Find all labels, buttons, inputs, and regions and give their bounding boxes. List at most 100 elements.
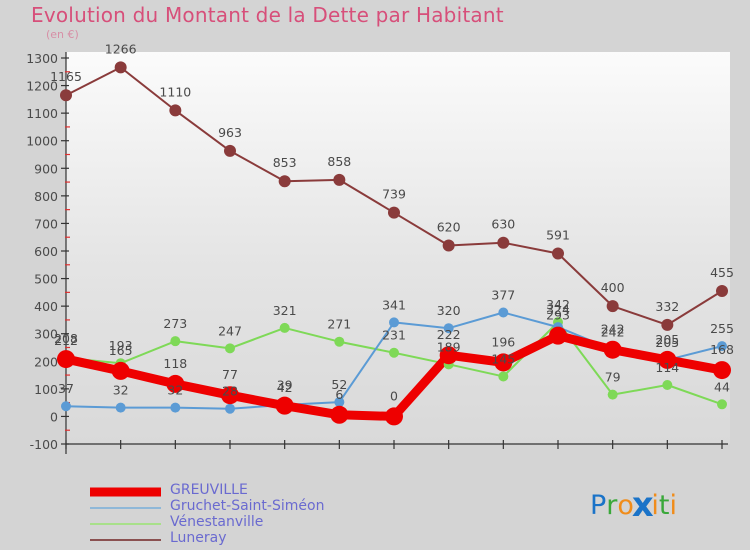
data-point-marker[interactable] [443, 323, 454, 334]
logo-letter-r: r [606, 490, 618, 521]
data-point-value-label: 32 [167, 383, 183, 398]
data-point-value-label: 400 [601, 280, 625, 295]
chart-plot-area: -100 0 100 200 300 400 500 600 700 800 900 1000 1100… [0, 44, 750, 454]
data-point-value-label: 377 [491, 287, 515, 302]
data-point-value-label: 320 [437, 303, 461, 318]
x-axis-tick-label: 2011 [651, 452, 683, 454]
data-point-marker[interactable] [170, 402, 181, 413]
data-point-marker[interactable] [275, 396, 294, 415]
data-point-marker[interactable] [330, 405, 349, 424]
page-title: Evolution du Montant de la Dette par Hab… [31, 3, 504, 27]
data-point-marker[interactable] [717, 341, 727, 352]
data-point-value-label: 114 [655, 360, 679, 375]
data-point-marker[interactable] [334, 397, 345, 408]
data-point-value-label: 620 [437, 219, 461, 234]
x-axis-tick-label: 2000 [50, 452, 82, 454]
data-point-value-label: 193 [109, 338, 133, 353]
data-point-marker[interactable] [166, 374, 185, 393]
chart-legend: GREUVILLE Gruchet-Saint-Siméon Vénestanv… [88, 482, 428, 548]
data-point-marker[interactable] [606, 300, 619, 313]
data-point-value-label: 630 [491, 217, 515, 232]
data-point-marker[interactable] [225, 343, 235, 354]
data-point-value-label: 271 [327, 317, 351, 332]
x-axis-tick-label: 2009 [542, 452, 574, 454]
data-point-marker[interactable] [111, 361, 130, 380]
data-point-value-label: 242 [601, 322, 625, 337]
data-point-marker[interactable] [333, 173, 346, 186]
data-point-marker[interactable] [607, 389, 618, 400]
data-point-marker[interactable] [713, 361, 731, 380]
data-point-marker[interactable] [221, 386, 239, 405]
data-point-marker[interactable] [494, 353, 513, 372]
legend-label-gruchet-saint-simeon: Gruchet-Saint-Siméon [170, 498, 325, 514]
data-point-marker[interactable] [60, 89, 72, 102]
legend-swatch-greuville [90, 487, 161, 497]
data-point-marker[interactable] [225, 403, 235, 414]
data-point-marker[interactable] [170, 336, 181, 347]
data-point-value-label: 208 [54, 331, 78, 346]
data-point-value-label: 28 [222, 384, 238, 399]
legend-label-greuville: GREUVILLE [170, 482, 248, 498]
data-point-value-label: 39 [277, 378, 293, 393]
legend-swatch-gruchet-saint-simeon [90, 507, 161, 509]
data-point-value-label: 1266 [105, 44, 137, 56]
logo-letter-x: x [631, 486, 654, 525]
data-point-value-label: 231 [382, 328, 406, 343]
data-point-value-label: 6 [335, 387, 343, 402]
data-point-marker[interactable] [61, 401, 71, 412]
y-axis-tick-label: 900 [34, 161, 58, 176]
x-axis-tick-label: 2002 [159, 452, 191, 454]
legend-item-gruchet-saint-simeon[interactable]: Gruchet-Saint-Siméon [88, 498, 428, 516]
data-point-marker[interactable] [334, 336, 345, 347]
data-point-marker[interactable] [114, 61, 127, 74]
data-point-value-label: 591 [546, 227, 570, 242]
data-point-marker[interactable] [549, 326, 567, 345]
logo-letter-i1: i [651, 490, 659, 521]
y-axis-tick-label: 0 [50, 409, 58, 424]
legend-item-greuville[interactable]: GREUVILLE [88, 482, 428, 500]
data-point-marker[interactable] [224, 144, 236, 157]
data-point-marker[interactable] [389, 317, 399, 328]
y-axis-tick-label: 1100 [26, 106, 58, 121]
data-point-marker[interactable] [169, 104, 182, 117]
data-point-value-label: 196 [491, 334, 515, 349]
data-point-marker[interactable] [385, 407, 403, 426]
x-axis-tick-label: 2010 [597, 452, 629, 454]
legend-item-luneray[interactable]: Luneray [88, 530, 428, 548]
x-axis-tick-label: 2006 [378, 452, 410, 454]
data-point-value-label: 342 [546, 297, 570, 312]
data-point-marker[interactable] [497, 236, 510, 249]
data-point-marker[interactable] [717, 399, 727, 410]
logo-letter-o: o [617, 490, 634, 521]
proxiti-logo[interactable]: Proxiti [590, 486, 677, 525]
data-point-marker[interactable] [278, 175, 291, 188]
data-point-marker[interactable] [498, 307, 509, 318]
data-point-value-label: 332 [655, 299, 679, 314]
y-axis-tick-label: 1200 [26, 79, 58, 94]
data-point-marker[interactable] [716, 284, 728, 297]
data-point-marker[interactable] [439, 346, 458, 365]
data-point-marker[interactable] [552, 247, 564, 260]
y-axis-tick-label: 600 [34, 244, 58, 259]
legend-item-venestanville[interactable]: Vénestanville [88, 514, 428, 532]
data-point-value-label: 324 [546, 302, 570, 317]
data-point-value-label: 1110 [159, 84, 191, 99]
data-point-value-label: 242 [601, 325, 625, 340]
data-point-marker[interactable] [498, 371, 509, 382]
data-point-value-label: 32 [113, 383, 129, 398]
data-point-marker[interactable] [662, 379, 673, 390]
data-point-marker[interactable] [389, 347, 399, 358]
data-point-value-label: 222 [437, 327, 461, 342]
data-point-marker[interactable] [658, 350, 677, 369]
data-point-marker[interactable] [115, 402, 126, 413]
y-axis-tick-label: 1000 [26, 134, 58, 149]
data-point-marker[interactable] [661, 318, 674, 331]
data-point-value-label: 321 [273, 303, 297, 318]
data-point-value-label: 77 [222, 367, 238, 382]
data-point-marker[interactable] [442, 239, 455, 252]
data-point-marker[interactable] [57, 350, 75, 369]
data-point-marker[interactable] [279, 322, 290, 333]
data-point-marker[interactable] [388, 206, 400, 219]
data-point-marker[interactable] [603, 340, 622, 359]
